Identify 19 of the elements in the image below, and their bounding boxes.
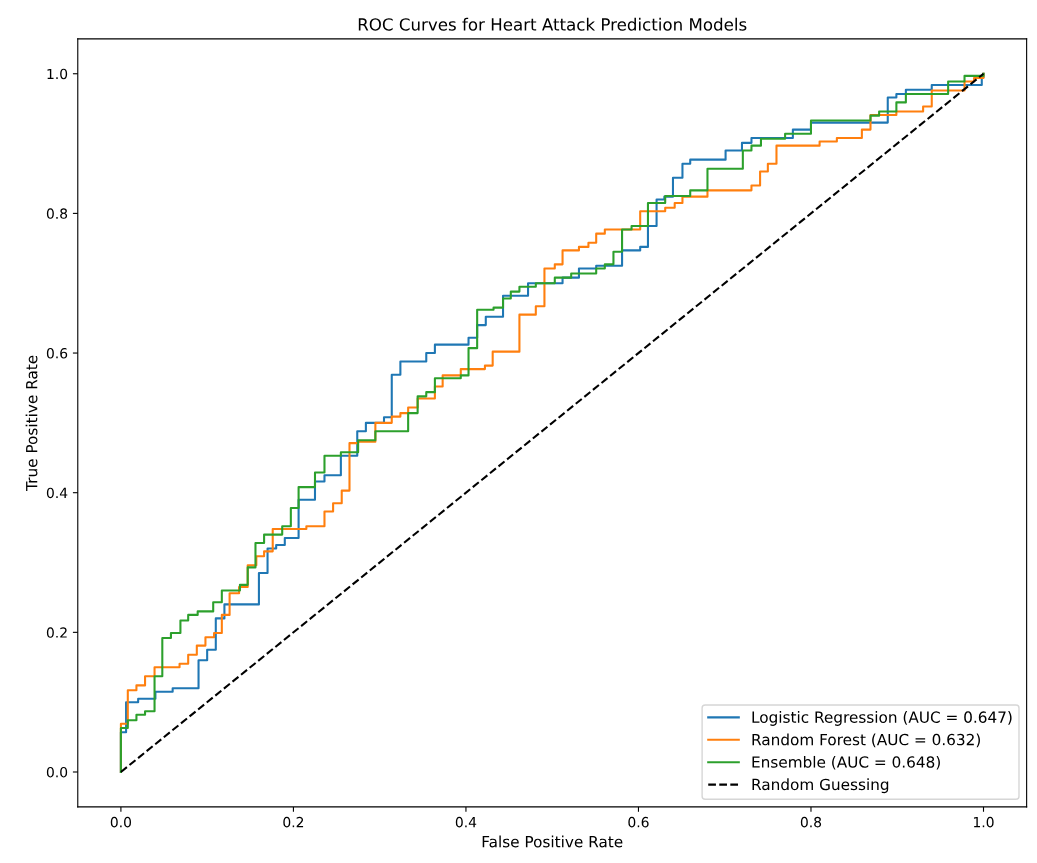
x-axis-title: False Positive Rate	[482, 835, 623, 848]
legend-label: Random Guessing	[752, 778, 889, 794]
x-tick-label: 1.0	[973, 816, 994, 828]
y-tick-label: 0.4	[46, 487, 68, 499]
y-tick-label: 0.0	[46, 766, 68, 778]
x-tick-label: 0.8	[800, 816, 822, 828]
x-tick-label: 0.0	[110, 816, 132, 828]
y-tick-label: 1.0	[47, 68, 68, 80]
y-axis-title: True Positive Rate	[25, 355, 38, 491]
legend-label: Ensemble (AUC = 0.648)	[752, 755, 940, 770]
y-tick-label: 0.2	[46, 627, 67, 638]
y-tick-label: 0.8	[46, 208, 68, 219]
x-tick-label: 0.2	[283, 816, 304, 828]
legend-label: Logistic Regression (AUC = 0.647)	[752, 711, 1012, 726]
chart-title: ROC Curves for Heart Attack Prediction Models	[358, 17, 747, 31]
x-tick-label: 0.4	[455, 816, 477, 828]
x-tick-label: 0.6	[628, 816, 649, 828]
legend-label: Random Forest (AUC = 0.632)	[752, 733, 980, 748]
y-tick-label: 0.6	[46, 348, 68, 359]
